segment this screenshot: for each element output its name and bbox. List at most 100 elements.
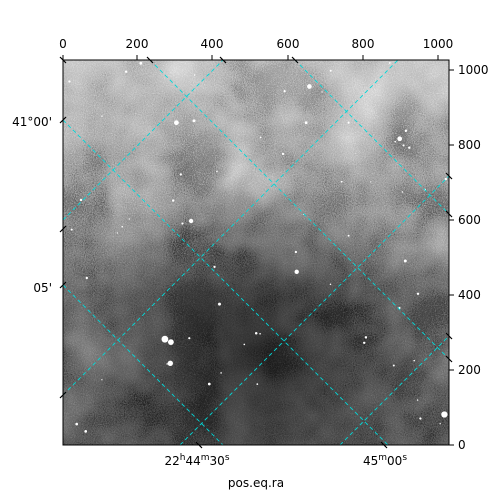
star (68, 80, 71, 83)
star (128, 218, 130, 220)
star (419, 417, 422, 420)
star (340, 180, 343, 183)
star (283, 89, 286, 93)
star (256, 383, 259, 385)
ra-grid-line (294, 60, 449, 215)
star (101, 115, 103, 117)
sky-image (63, 60, 449, 445)
star (403, 259, 407, 263)
star (207, 382, 211, 386)
star (179, 173, 182, 176)
star (79, 198, 83, 202)
star (259, 333, 261, 335)
top-tick-label: 800 (352, 37, 375, 51)
star (329, 283, 332, 285)
ra-seconds: 00 (387, 454, 402, 468)
dec-grid-line (63, 60, 399, 396)
star (397, 136, 403, 142)
dec-tick-label: 41°00' (12, 115, 52, 129)
top-pixel-axis (62, 55, 439, 60)
star (166, 363, 168, 365)
star (172, 199, 175, 202)
coordinate-grid (63, 60, 449, 445)
star (294, 269, 299, 274)
star (362, 341, 366, 345)
right-tick-label: 1000 (458, 63, 489, 77)
star (218, 302, 221, 306)
right-tick-label: 800 (458, 138, 481, 152)
top-tick-label: 200 (126, 37, 149, 51)
star (188, 337, 191, 340)
star (413, 359, 415, 362)
star (167, 360, 173, 366)
star-field (68, 61, 448, 433)
star (84, 430, 88, 433)
star (254, 332, 258, 335)
star (329, 69, 332, 72)
ra-minutes: 44 (185, 454, 200, 468)
star (281, 152, 285, 156)
star (243, 343, 246, 346)
star (167, 339, 174, 346)
star (188, 218, 194, 224)
star (213, 265, 216, 269)
star (174, 120, 179, 126)
ra-seconds-unit: s (402, 453, 407, 463)
star (444, 177, 448, 181)
dec-grid-line (63, 60, 224, 221)
star (394, 140, 397, 143)
star (370, 181, 372, 183)
star (85, 276, 89, 280)
star (392, 364, 395, 367)
star (220, 372, 222, 374)
dec-tick-label: 05' (33, 281, 52, 295)
star (364, 336, 368, 339)
star (307, 84, 312, 89)
ra-tick-label: 22h44m30s (164, 453, 229, 468)
star (216, 170, 218, 173)
star (416, 399, 419, 401)
top-tick-label: 600 (277, 37, 300, 51)
star (404, 129, 408, 132)
star (70, 228, 73, 231)
sky-dark-region (63, 60, 449, 445)
star (294, 250, 298, 254)
star (116, 232, 119, 234)
world-axis-ticks (59, 56, 453, 449)
top-tick-label: 0 (59, 37, 67, 51)
star (101, 379, 103, 381)
star (124, 70, 128, 73)
right-tick-label: 0 (458, 438, 466, 452)
ra-seconds: 30 (210, 454, 225, 468)
right-tick-label: 200 (458, 363, 481, 377)
top-tick-label: 400 (201, 37, 224, 51)
star (347, 234, 350, 237)
top-tick-label: 1000 (423, 37, 454, 51)
star (388, 62, 391, 64)
right-pixel-axis (449, 69, 454, 446)
ra-minutes-unit: m (201, 453, 210, 463)
star (416, 292, 420, 296)
ra-seconds-unit: s (225, 453, 230, 463)
star (401, 191, 404, 193)
right-tick-label: 600 (458, 213, 481, 227)
star (347, 121, 350, 124)
dec-grid-line (179, 175, 449, 445)
image-frame (62, 59, 450, 446)
star (181, 222, 184, 225)
star (441, 411, 448, 418)
ra-hours-unit: h (180, 453, 186, 463)
dec-grid-line (339, 335, 449, 445)
star (193, 74, 196, 76)
star (304, 121, 308, 125)
ra-minutes: 45 (363, 454, 378, 468)
star (321, 91, 323, 93)
star (121, 225, 124, 228)
star (75, 422, 79, 426)
star (439, 423, 441, 425)
x-axis-label: pos.eq.ra (228, 476, 284, 490)
ra-grid-line (63, 284, 224, 445)
ra-tick-label: 45m00s (363, 453, 407, 468)
